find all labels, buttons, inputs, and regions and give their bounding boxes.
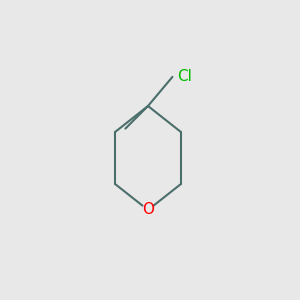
- Text: Cl: Cl: [177, 69, 192, 84]
- Text: O: O: [142, 202, 154, 217]
